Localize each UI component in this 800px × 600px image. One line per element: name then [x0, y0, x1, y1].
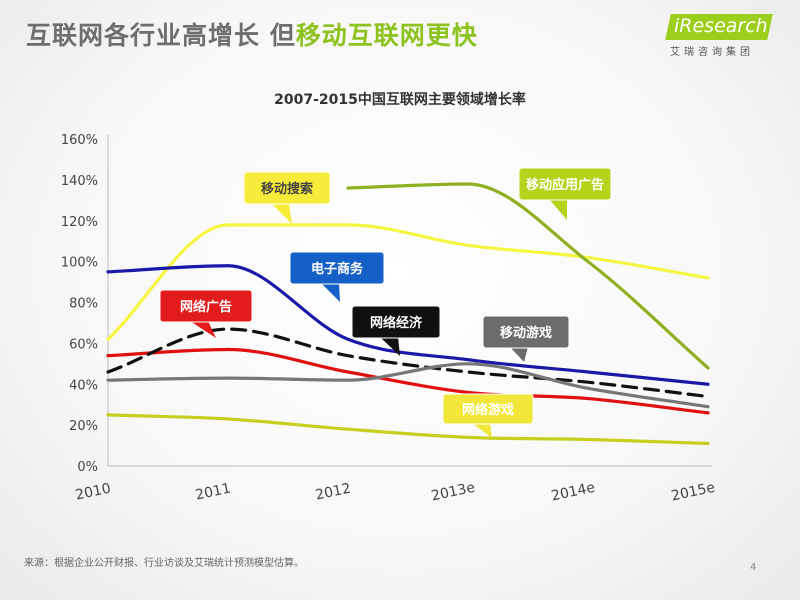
y-tick-label: 100%: [61, 256, 98, 271]
series-line: [106, 223, 710, 341]
series-line: [106, 413, 710, 446]
y-tick-label: 80%: [69, 297, 98, 312]
callout-box: [442, 393, 534, 425]
x-tick-label: 2012: [314, 481, 352, 504]
x-tick-label: 2014e: [550, 480, 597, 505]
callout-pointer: [380, 337, 400, 356]
callout-label: 网络广告: [180, 299, 232, 315]
callout-pointer: [549, 199, 567, 220]
callout-label: 网络游戏: [462, 402, 514, 418]
y-tick-label: 0%: [77, 460, 98, 475]
callout-box: [159, 289, 253, 323]
y-tick-label: 40%: [69, 378, 98, 393]
series-line: [106, 327, 710, 399]
y-tick-label: 20%: [69, 419, 98, 434]
callout-pointer: [472, 423, 492, 438]
x-tick-label: 2011: [194, 481, 232, 504]
callout-label: 网络经济: [370, 315, 423, 331]
callout-label: 移动搜索: [261, 181, 313, 197]
iresearch-logo: iResearch 艾瑞咨询集团: [665, 14, 776, 62]
x-tick-label: 2013e: [430, 480, 477, 505]
x-tick-label: 2010: [74, 481, 112, 504]
y-tick-label: 160%: [61, 133, 98, 148]
callout-box: [243, 171, 331, 205]
x-tick-label: 2015e: [670, 480, 717, 505]
logo-text: iResearch: [674, 15, 768, 37]
logo-subtitle: 艾瑞咨询集团: [670, 47, 754, 58]
y-tick-label: 60%: [69, 337, 98, 352]
source-footnote: 来源：根据企业公开财报、行业访谈及艾瑞统计预测模型估算。: [24, 558, 304, 569]
page-number: 4: [750, 562, 757, 573]
page-title: 互联网各行业高增长 但移动互联网更快: [26, 16, 478, 52]
callout-label: 电子商务: [311, 261, 364, 277]
callout-pointer: [271, 203, 292, 224]
callout-pointer: [321, 283, 340, 302]
callout-label: 移动应用广告: [526, 177, 604, 193]
callout-label: 移动游戏: [500, 325, 552, 341]
callout-pointer: [190, 321, 216, 338]
callout-box: [351, 305, 441, 339]
page-title-accent: 移动互联网更快: [295, 21, 478, 50]
y-tick-label: 120%: [61, 215, 98, 230]
series-line: [346, 182, 710, 370]
page-title-part1: 互联网各行业高增长 但: [26, 21, 296, 50]
y-tick-label: 140%: [61, 174, 98, 189]
series-line: [106, 362, 710, 409]
callout-box: [518, 167, 612, 201]
callout-box: [289, 251, 385, 285]
callout-box: [482, 315, 570, 349]
chart-title: 2007-2015中国互联网主要领域增长率: [274, 91, 526, 108]
callout-pointer: [510, 347, 528, 362]
series-line: [106, 347, 710, 415]
